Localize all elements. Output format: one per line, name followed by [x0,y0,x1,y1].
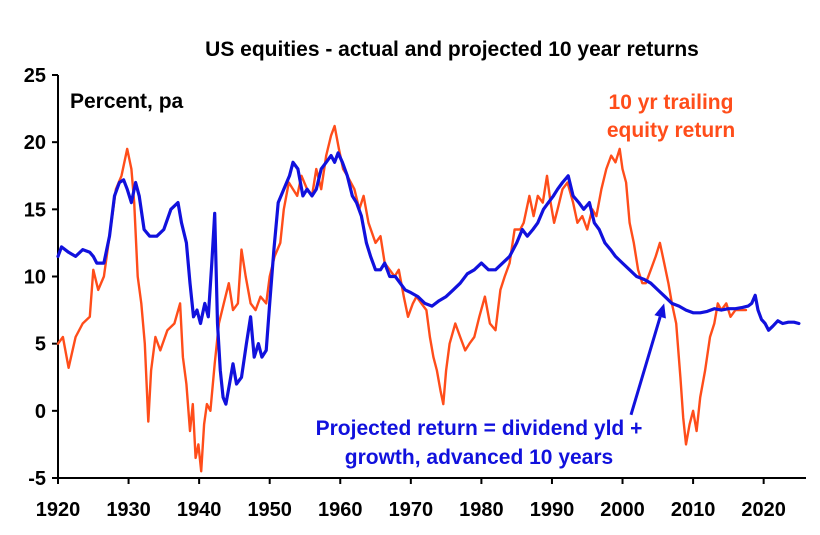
blue-series-label-line-1: Projected return = dividend yld + [316,417,643,440]
x-tick-label: 1930 [106,499,151,521]
x-tick-label: 1920 [36,499,81,521]
unit-label: Percent, pa [70,90,184,113]
y-tick-label: 20 [24,132,46,154]
chart-title: US equities - actual and projected 10 ye… [205,38,699,61]
x-tick-label: 1990 [530,499,575,521]
y-tick-label: 10 [24,267,46,289]
y-tick-label: -5 [28,468,46,490]
y-tick-label: 15 [24,199,46,221]
x-tick-label: 1940 [177,499,222,521]
x-tick-label: 1980 [459,499,504,521]
y-tick-label: 25 [24,65,46,87]
x-tick-label: 1970 [389,499,434,521]
annotation-arrow-line [629,316,662,416]
x-tick-label: 2020 [741,499,786,521]
plot-area: 25 20 15 10 5 0 -5 1920 1930 1940 1950 1960 1970 1980… [24,65,806,521]
orange-series-label-line-1: 10 yr trailing [609,91,734,114]
x-tick-label: 1950 [247,499,292,521]
blue-series-label-line-2: growth, advanced 10 years [345,446,613,469]
x-tick-label: 1960 [318,499,363,521]
trailing-return-line [56,124,748,473]
x-tick-label: 2010 [671,499,716,521]
orange-series-label-line-2: equity return [607,119,735,142]
projected-return-line [56,151,801,406]
y-tick-label: 0 [35,401,46,423]
y-tick-label: 5 [35,334,46,356]
annotation-arrow-head [654,303,666,319]
x-tick-label: 2000 [600,499,645,521]
